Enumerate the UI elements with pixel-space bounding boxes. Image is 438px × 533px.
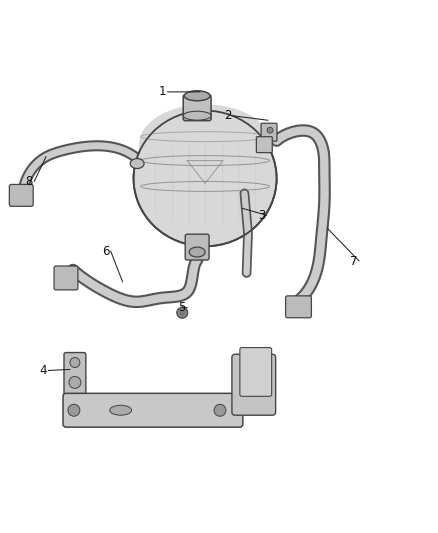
Circle shape [69, 376, 81, 389]
FancyBboxPatch shape [240, 348, 272, 397]
Ellipse shape [184, 91, 210, 101]
Text: 5: 5 [179, 301, 186, 314]
Ellipse shape [139, 104, 271, 184]
Text: 6: 6 [102, 245, 110, 257]
Text: 7: 7 [350, 255, 358, 268]
Ellipse shape [183, 111, 211, 120]
Circle shape [177, 308, 188, 318]
FancyBboxPatch shape [9, 184, 33, 206]
Text: 2: 2 [224, 109, 232, 122]
FancyBboxPatch shape [286, 296, 311, 318]
Circle shape [70, 358, 80, 367]
Text: 4: 4 [39, 364, 47, 377]
FancyBboxPatch shape [232, 354, 276, 415]
Ellipse shape [134, 111, 277, 246]
Circle shape [68, 404, 80, 416]
FancyBboxPatch shape [183, 95, 211, 120]
Text: 8: 8 [25, 175, 33, 188]
Ellipse shape [189, 247, 205, 257]
Text: 3: 3 [258, 209, 265, 222]
FancyBboxPatch shape [256, 136, 272, 152]
Text: 1: 1 [159, 85, 166, 99]
FancyBboxPatch shape [185, 234, 209, 260]
FancyBboxPatch shape [54, 266, 78, 290]
FancyBboxPatch shape [63, 393, 243, 427]
Circle shape [214, 404, 226, 416]
Circle shape [267, 127, 273, 133]
Ellipse shape [130, 158, 144, 168]
Ellipse shape [110, 405, 131, 415]
FancyBboxPatch shape [64, 352, 86, 421]
FancyBboxPatch shape [261, 123, 277, 141]
